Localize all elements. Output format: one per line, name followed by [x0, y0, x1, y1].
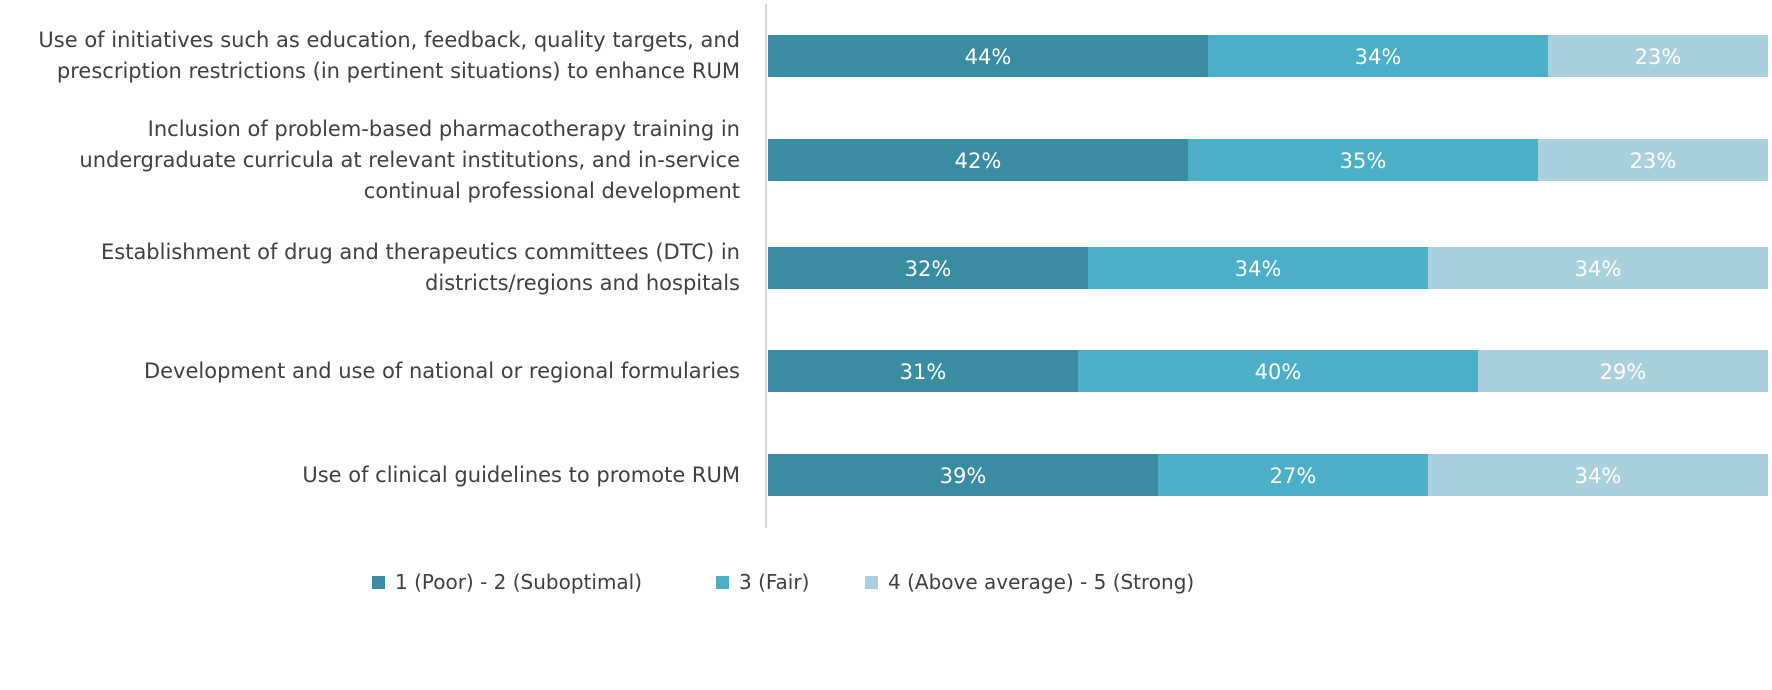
category-label-line: undergraduate curricula at relevant inst…	[79, 147, 740, 172]
legend-swatch-poor-suboptimal	[372, 575, 385, 589]
category-label-line: Use of initiatives such as education, fe…	[38, 28, 740, 52]
bar-segment	[1478, 350, 1768, 392]
bar-segment	[768, 247, 1088, 289]
bar-segment	[1078, 350, 1478, 392]
bar-segment	[1088, 247, 1428, 289]
category-label-line: Use of clinical guidelines to promote RU…	[302, 462, 740, 487]
bar-segment	[768, 35, 1208, 77]
data-label: 34%	[1355, 45, 1402, 69]
bar-segment	[1158, 454, 1428, 496]
category-label: Establishment of drug and therapeutics c…	[0, 237, 740, 299]
data-label: 23%	[1630, 149, 1677, 173]
data-label: 39%	[940, 464, 987, 488]
data-label: 34%	[1575, 464, 1622, 488]
category-label: Use of initiatives such as education, fe…	[0, 25, 740, 87]
bar-segment	[1428, 247, 1768, 289]
bar-segment	[1548, 35, 1768, 77]
legend-swatch-above-average-strong	[865, 575, 878, 589]
legend-label-fair: 3 (Fair)	[739, 570, 810, 594]
bar-segment	[1208, 35, 1548, 77]
category-label: Development and use of national or regio…	[0, 356, 740, 387]
bar-segment	[768, 454, 1158, 496]
bars-group: 44% 34% 23% 42% 35% 23% 32% 34% 34% 31% 40% 29% 39% 2…	[768, 35, 1768, 496]
category-label-line: Development and use of national or regio…	[143, 358, 740, 383]
data-label: 44%	[965, 45, 1012, 69]
data-label: 23%	[1635, 45, 1682, 69]
bar-segment	[1428, 454, 1768, 496]
category-label-line: prescription restrictions (in pertinent …	[56, 59, 740, 83]
data-label: 29%	[1600, 360, 1647, 384]
legend-item-above-average-strong: 4 (Above average) - 5 (Strong)	[865, 570, 1194, 594]
bar-segment	[768, 350, 1078, 392]
data-label: 40%	[1255, 360, 1302, 384]
legend-label-poor-suboptimal: 1 (Poor) - 2 (Suboptimal)	[395, 570, 643, 594]
data-label: 34%	[1235, 257, 1282, 281]
bar-segment	[1188, 139, 1538, 181]
bar-segment	[768, 139, 1188, 181]
data-label: 34%	[1575, 257, 1622, 281]
data-label: 31%	[900, 360, 947, 384]
category-label: Inclusion of problem-based pharmacothera…	[0, 114, 740, 207]
data-label: 35%	[1340, 149, 1387, 173]
data-label: 32%	[905, 257, 952, 281]
bar-segment	[1538, 139, 1768, 181]
category-label: Use of clinical guidelines to promote RU…	[0, 460, 740, 491]
category-label-line: continual professional development	[363, 178, 740, 203]
legend-item-poor-suboptimal: 1 (Poor) - 2 (Suboptimal)	[372, 570, 642, 594]
legend-swatch-fair	[716, 575, 729, 589]
category-label-line: districts/regions and hospitals	[425, 271, 740, 295]
data-label: 27%	[1270, 464, 1317, 488]
category-label-line: Establishment of drug and therapeutics c…	[101, 240, 740, 264]
legend-label-above-average-strong: 4 (Above average) - 5 (Strong)	[888, 570, 1195, 594]
category-label-line: Inclusion of problem-based pharmacothera…	[147, 116, 740, 141]
legend: 1 (Poor) - 2 (Suboptimal) 3 (Fair) 4 (Ab…	[0, 570, 1772, 606]
data-label: 42%	[955, 149, 1002, 173]
legend-item-fair: 3 (Fair)	[716, 570, 809, 594]
